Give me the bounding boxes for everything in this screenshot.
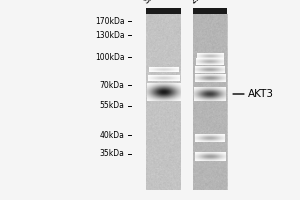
Text: 35kDa: 35kDa <box>100 150 124 158</box>
Text: 130kDa: 130kDa <box>95 30 124 40</box>
Text: 55kDa: 55kDa <box>100 102 124 110</box>
Text: AKT3: AKT3 <box>248 89 274 99</box>
Bar <box>193 14 227 190</box>
Text: 100kDa: 100kDa <box>95 52 124 62</box>
Bar <box>146 8 181 14</box>
Text: 40kDa: 40kDa <box>100 130 124 140</box>
Text: 293T: 293T <box>188 0 210 6</box>
Bar <box>193 8 227 14</box>
Text: 170kDa: 170kDa <box>95 17 124 25</box>
Bar <box>146 14 181 190</box>
Text: 70kDa: 70kDa <box>100 81 124 90</box>
Text: SH-SY5Y: SH-SY5Y <box>142 0 173 6</box>
